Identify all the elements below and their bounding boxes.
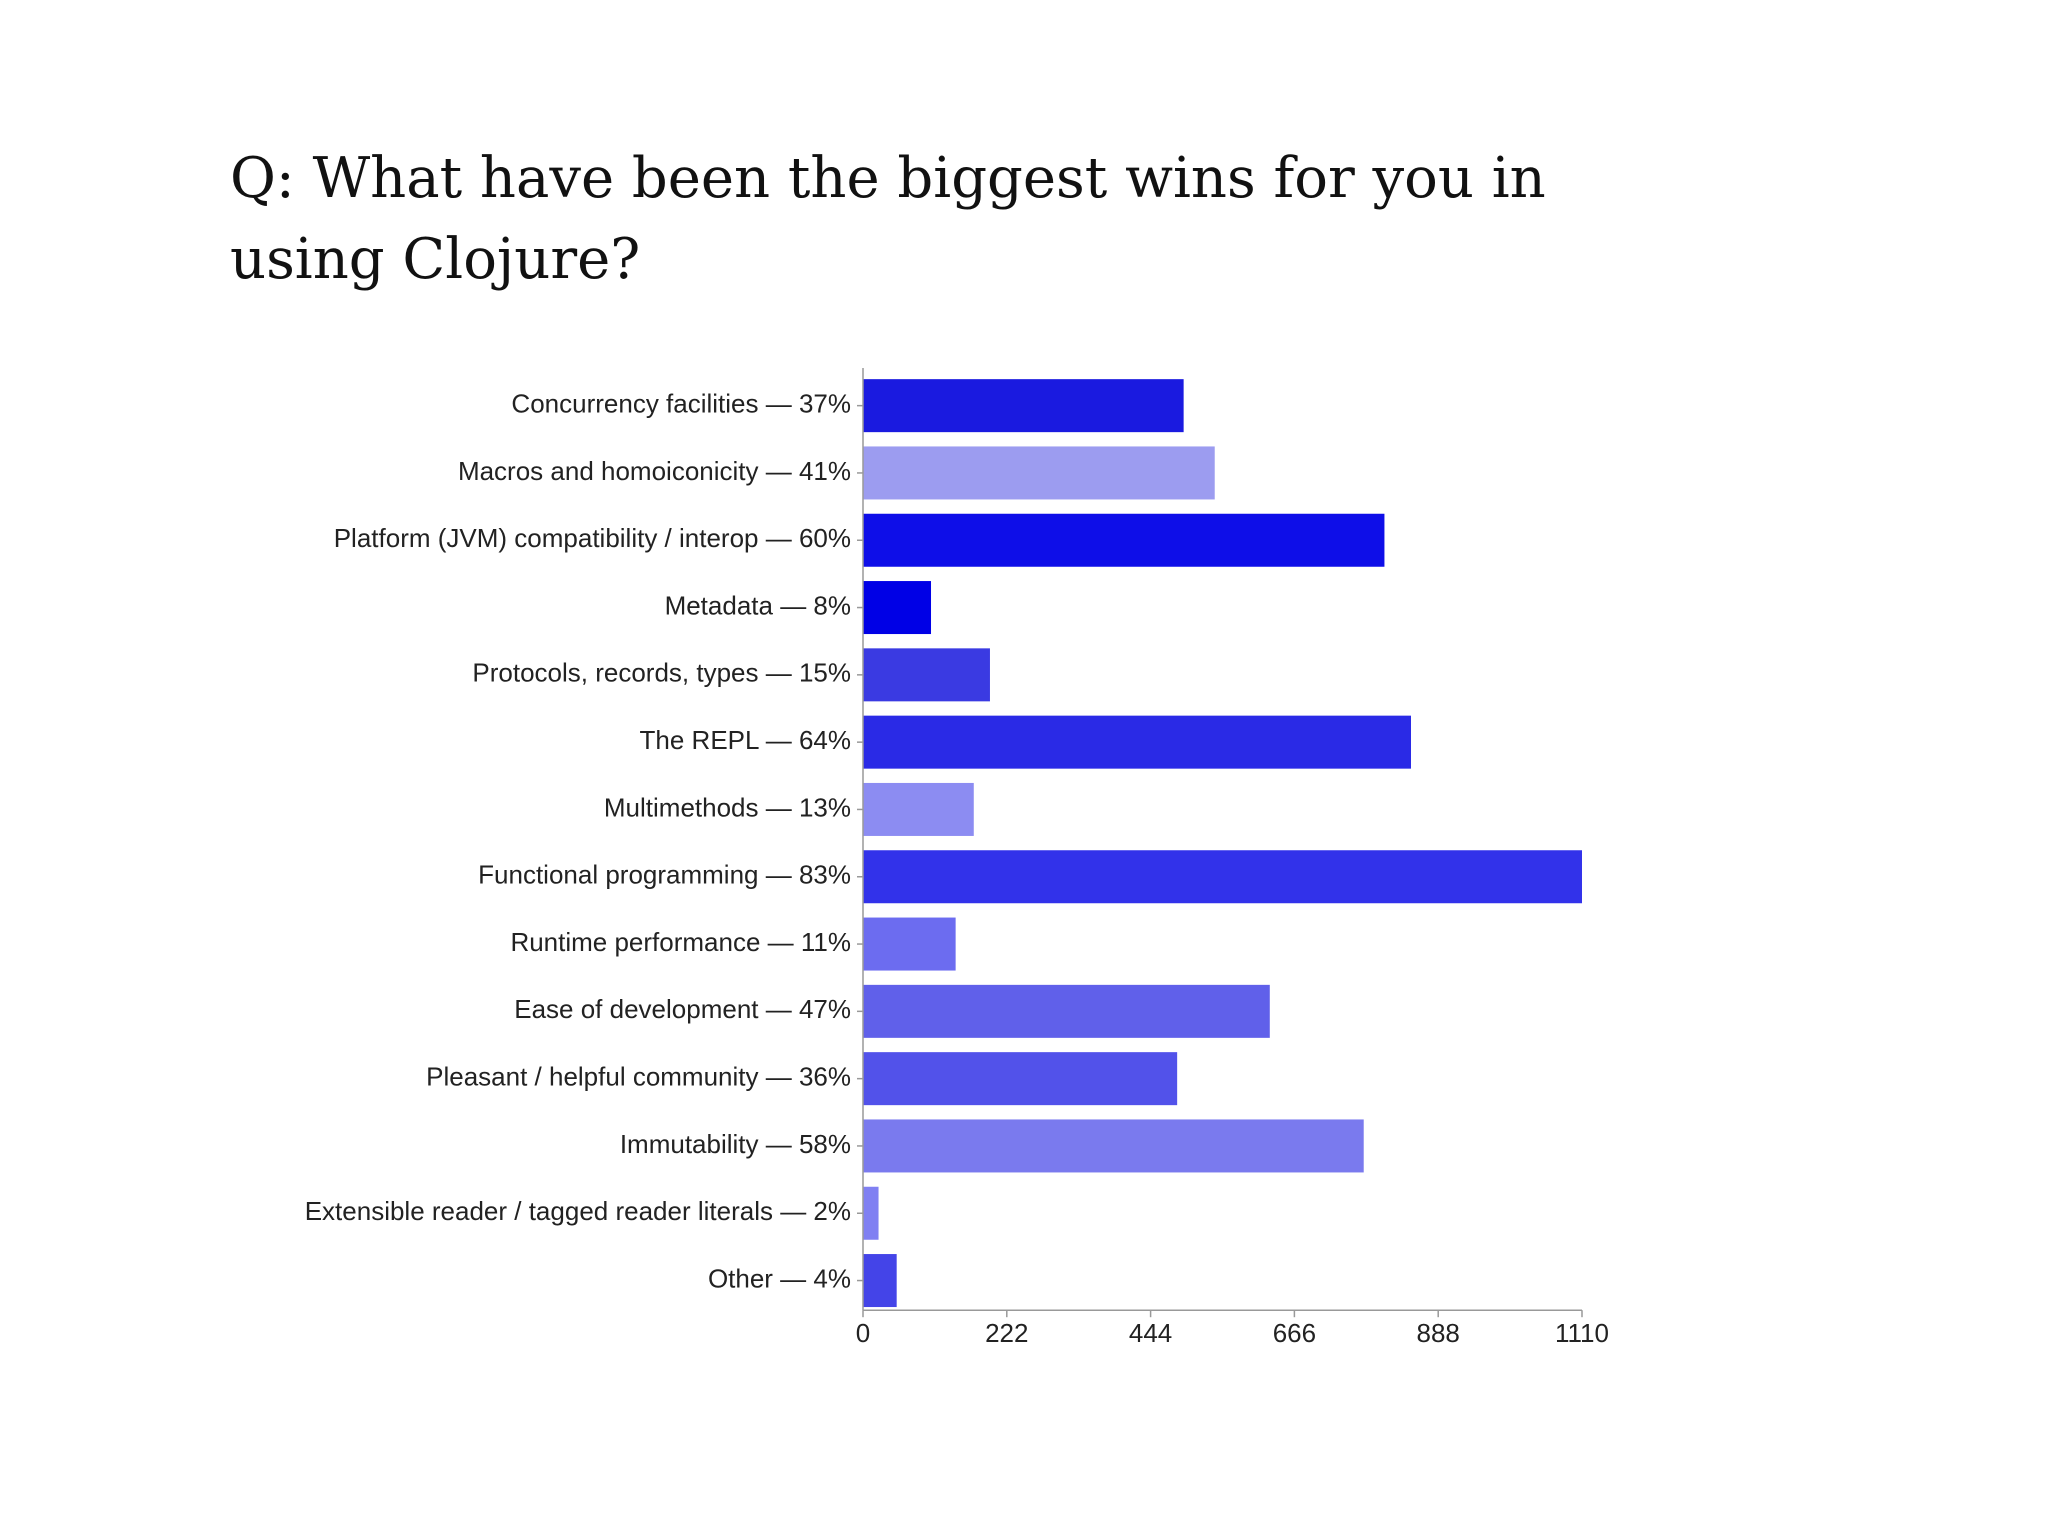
bar bbox=[863, 1119, 1364, 1173]
bar bbox=[863, 379, 1184, 433]
bar bbox=[863, 648, 990, 702]
category-label: Macros and homoiconicity — 41% bbox=[458, 456, 851, 486]
bar bbox=[863, 917, 956, 971]
category-label: Metadata — 8% bbox=[665, 590, 851, 620]
bar bbox=[863, 1052, 1178, 1106]
bar bbox=[863, 1186, 879, 1240]
x-tick-label: 0 bbox=[856, 1318, 870, 1348]
category-label: Runtime performance — 11% bbox=[510, 927, 851, 957]
category-label: Other — 4% bbox=[708, 1263, 851, 1293]
x-tick-label: 1110 bbox=[1555, 1318, 1609, 1348]
category-label: Platform (JVM) compatibility / interop —… bbox=[334, 523, 851, 553]
category-label: Extensible reader / tagged reader litera… bbox=[305, 1196, 851, 1226]
category-label: Multimethods — 13% bbox=[604, 792, 851, 822]
category-label: The REPL — 64% bbox=[640, 725, 851, 755]
bar bbox=[863, 513, 1385, 567]
chart-title: Q: What have been the biggest wins for y… bbox=[230, 146, 1546, 292]
bar bbox=[863, 782, 974, 836]
x-tick-label: 222 bbox=[985, 1318, 1028, 1348]
category-label: Pleasant / helpful community — 36% bbox=[426, 1062, 851, 1092]
bar bbox=[863, 581, 932, 635]
category-label: Concurrency facilities — 37% bbox=[511, 389, 851, 419]
bar bbox=[863, 984, 1270, 1038]
category-labels: Concurrency facilities — 37% Macros and h… bbox=[305, 389, 851, 1294]
category-label: Functional programming — 83% bbox=[478, 860, 851, 890]
bar bbox=[863, 1254, 897, 1308]
category-label: Immutability — 58% bbox=[620, 1129, 851, 1159]
bars-group bbox=[863, 379, 1582, 1308]
x-tick-label: 666 bbox=[1273, 1318, 1316, 1348]
bar bbox=[863, 446, 1215, 500]
category-label: Ease of development — 47% bbox=[514, 994, 851, 1024]
bar bbox=[863, 715, 1411, 769]
axes: 0 222 444 666 888 1110 bbox=[856, 368, 1609, 1348]
category-label: Protocols, records, types — 15% bbox=[472, 658, 851, 688]
bar bbox=[863, 850, 1582, 904]
x-tick-label: 888 bbox=[1417, 1318, 1460, 1348]
x-tick-label: 444 bbox=[1129, 1318, 1172, 1348]
